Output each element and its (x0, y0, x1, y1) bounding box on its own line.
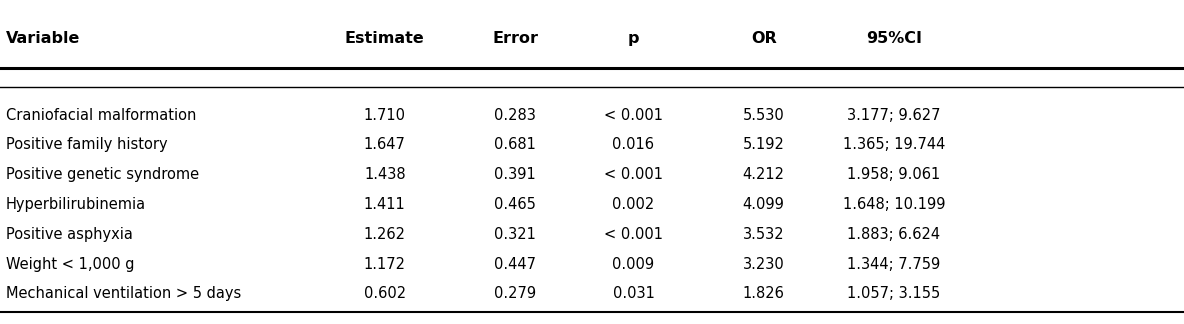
Text: 0.009: 0.009 (612, 257, 655, 272)
Text: Variable: Variable (6, 31, 81, 46)
Text: OR: OR (751, 31, 777, 46)
Text: Error: Error (493, 31, 538, 46)
Text: 1.365; 19.744: 1.365; 19.744 (843, 137, 945, 152)
Text: Weight < 1,000 g: Weight < 1,000 g (6, 257, 135, 272)
Text: 95%CI: 95%CI (866, 31, 922, 46)
Text: 0.279: 0.279 (494, 286, 536, 301)
Text: 1.262: 1.262 (363, 227, 406, 242)
Text: Positive genetic syndrome: Positive genetic syndrome (6, 167, 199, 182)
Text: 4.212: 4.212 (742, 167, 785, 182)
Text: 1.826: 1.826 (742, 286, 785, 301)
Text: 0.391: 0.391 (494, 167, 536, 182)
Text: 0.321: 0.321 (494, 227, 536, 242)
Text: 0.016: 0.016 (612, 137, 655, 152)
Text: 1.411: 1.411 (363, 197, 406, 212)
Text: 1.958; 9.061: 1.958; 9.061 (848, 167, 940, 182)
Text: < 0.001: < 0.001 (604, 167, 663, 182)
Text: Estimate: Estimate (345, 31, 425, 46)
Text: 0.447: 0.447 (494, 257, 536, 272)
Text: < 0.001: < 0.001 (604, 227, 663, 242)
Text: Craniofacial malformation: Craniofacial malformation (6, 108, 197, 122)
Text: Mechanical ventilation > 5 days: Mechanical ventilation > 5 days (6, 286, 242, 301)
Text: 5.530: 5.530 (742, 108, 785, 122)
Text: < 0.001: < 0.001 (604, 108, 663, 122)
Text: 5.192: 5.192 (742, 137, 785, 152)
Text: 1.883; 6.624: 1.883; 6.624 (848, 227, 940, 242)
Text: 1.647: 1.647 (363, 137, 406, 152)
Text: 0.031: 0.031 (612, 286, 655, 301)
Text: Hyperbilirubinemia: Hyperbilirubinemia (6, 197, 146, 212)
Text: 3.532: 3.532 (742, 227, 785, 242)
Text: 1.057; 3.155: 1.057; 3.155 (848, 286, 940, 301)
Text: 3.230: 3.230 (742, 257, 785, 272)
Text: 0.002: 0.002 (612, 197, 655, 212)
Text: 4.099: 4.099 (742, 197, 785, 212)
Text: 1.344; 7.759: 1.344; 7.759 (848, 257, 940, 272)
Text: 0.465: 0.465 (494, 197, 536, 212)
Text: 0.681: 0.681 (494, 137, 536, 152)
Text: 1.648; 10.199: 1.648; 10.199 (843, 197, 945, 212)
Text: 1.172: 1.172 (363, 257, 406, 272)
Text: Positive asphyxia: Positive asphyxia (6, 227, 133, 242)
Text: 1.710: 1.710 (363, 108, 406, 122)
Text: 0.602: 0.602 (363, 286, 406, 301)
Text: 3.177; 9.627: 3.177; 9.627 (848, 108, 940, 122)
Text: Positive family history: Positive family history (6, 137, 168, 152)
Text: p: p (628, 31, 639, 46)
Text: 0.283: 0.283 (494, 108, 536, 122)
Text: 1.438: 1.438 (363, 167, 406, 182)
